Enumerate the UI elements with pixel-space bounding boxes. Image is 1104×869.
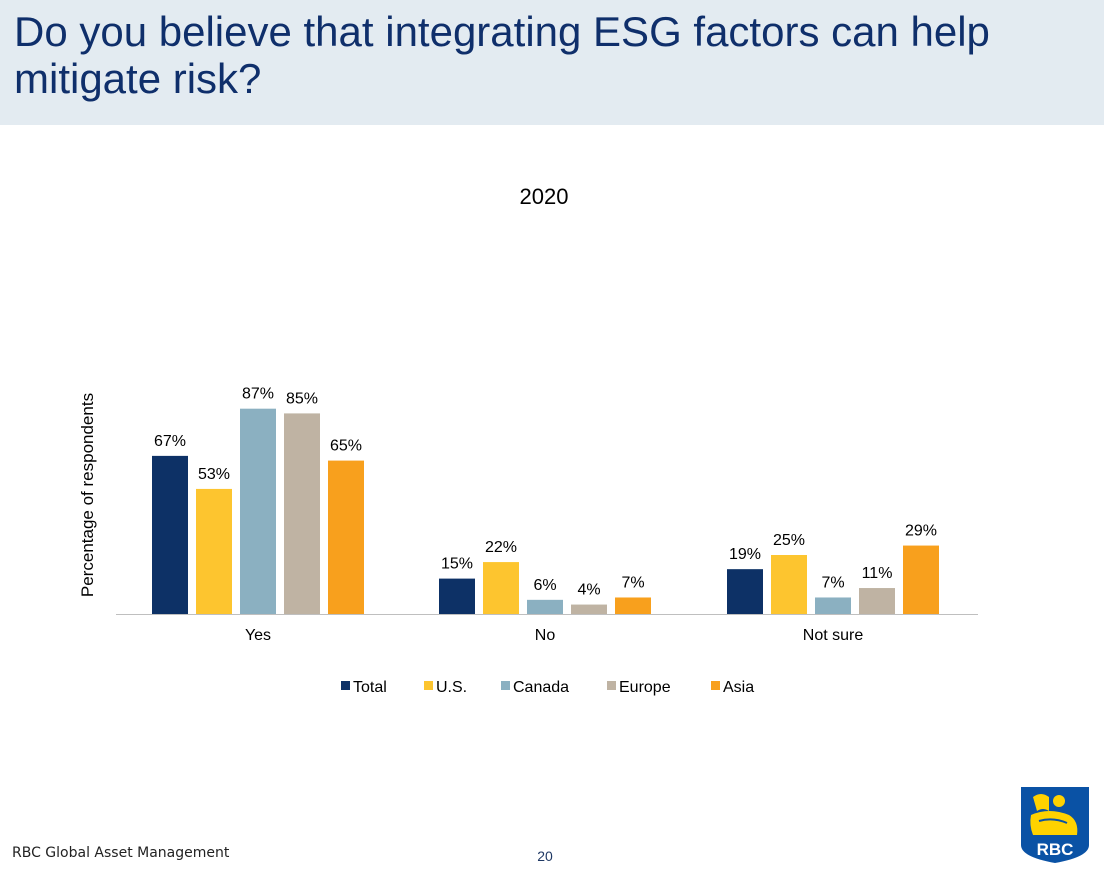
bar-canada-yes (240, 408, 276, 614)
slide-header: Do you believe that integrating ESG fact… (0, 0, 1104, 125)
legend-label: Canada (513, 679, 569, 696)
x-tick-label: Not sure (803, 627, 864, 644)
data-label: 29% (905, 523, 937, 540)
bar-us-no (483, 562, 519, 614)
bar-europe-no (571, 604, 607, 614)
bar-asia-yes (328, 460, 364, 614)
data-label: 87% (242, 386, 274, 403)
data-label: 19% (729, 546, 761, 563)
data-label: 15% (441, 556, 473, 573)
bar-europe-yes (284, 413, 320, 614)
logo-text: RBC (1037, 840, 1074, 859)
legend-swatch-us (424, 681, 433, 690)
bar-total-not-sure (727, 569, 763, 614)
legend-swatch-canada (501, 681, 510, 690)
data-label: 65% (330, 438, 362, 455)
data-label: 6% (533, 577, 556, 594)
data-label: 4% (577, 582, 600, 599)
bar-total-no (439, 578, 475, 614)
legend-swatch-europe (607, 681, 616, 690)
bar-us-yes (196, 488, 232, 614)
x-tick-label: Yes (245, 627, 271, 644)
bar-asia-no (615, 597, 651, 614)
chart-title: 2020 (520, 184, 569, 209)
bar-canada-not-sure (815, 597, 851, 614)
legend-label: Asia (723, 679, 754, 696)
page-number: 20 (537, 848, 553, 864)
data-label: 53% (198, 466, 230, 483)
bar-canada-no (527, 599, 563, 614)
bar-total-yes (152, 455, 188, 614)
data-label: 85% (286, 390, 318, 407)
legend-swatch-asia (711, 681, 720, 690)
data-label: 11% (862, 565, 893, 582)
bar-us-not-sure (771, 555, 807, 614)
legend-label: U.S. (436, 679, 467, 696)
footer-brand: RBC Global Asset Management (12, 845, 230, 861)
legend-swatch-total (341, 681, 350, 690)
data-label: 7% (621, 574, 644, 591)
rbc-logo: RBC (1021, 787, 1089, 863)
slide-title: Do you believe that integrating ESG fact… (14, 8, 990, 102)
bar-asia-not-sure (903, 545, 939, 614)
bar-europe-not-sure (859, 588, 895, 614)
data-label: 7% (821, 574, 844, 591)
data-label: 25% (773, 532, 805, 549)
legend-label: Europe (619, 679, 671, 696)
data-label: 22% (485, 539, 517, 556)
x-tick-label: No (535, 627, 556, 644)
data-label: 67% (154, 433, 186, 450)
legend-label: Total (353, 679, 387, 696)
y-axis-label: Percentage of respondents (78, 393, 97, 597)
